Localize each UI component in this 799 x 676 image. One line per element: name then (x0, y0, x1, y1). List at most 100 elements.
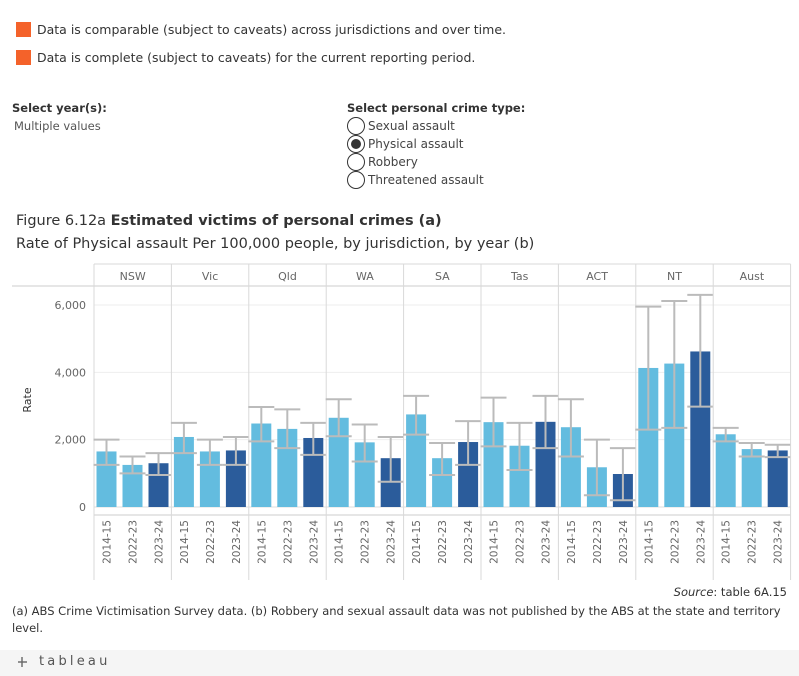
panel-header-wa: WA (356, 270, 374, 283)
error-bar-act-2022-23 (583, 438, 610, 497)
x-tick-label: 2023-24 (695, 520, 707, 564)
legend-complete-text: Data is complete (subject to caveats) fo… (37, 49, 476, 65)
x-tick-label: 2022-23 (747, 520, 759, 564)
x-tick-label: 2014-15 (334, 520, 346, 564)
x-tick-label: 2022-23 (205, 520, 217, 564)
error-bar-tas-2014-15 (480, 396, 507, 448)
y-tick-label: 0 (79, 501, 86, 514)
x-tick-label: 2022-23 (592, 520, 604, 564)
error-bar-vic-2023-24 (222, 435, 249, 466)
year-filter-value[interactable]: Multiple values (14, 119, 101, 133)
legend-comparable: Data is comparable (subject to caveats) … (16, 21, 506, 37)
radio-button-circle[interactable] (347, 171, 365, 189)
bar-tas-2022-23 (509, 445, 530, 507)
radio-button-circle[interactable] (347, 117, 365, 135)
y-tick-label: 2,000 (55, 434, 87, 447)
radio-sexual-assault[interactable]: Sexual assault (347, 117, 455, 135)
error-bar-act-2023-24 (609, 447, 636, 502)
error-bar-tas-2023-24 (532, 394, 559, 450)
panel-header-nt: NT (667, 270, 682, 283)
x-tick-label: 2022-23 (360, 520, 372, 564)
error-bar-vic-2014-15 (170, 421, 197, 455)
error-bar-nt-2014-15 (635, 305, 662, 431)
panel-header-vic: Vic (202, 270, 218, 283)
error-bar-wa-2014-15 (325, 398, 352, 438)
x-tick-label: 2022-23 (437, 520, 449, 564)
radio-label: Robbery (368, 155, 418, 169)
x-tick-label: 2014-15 (102, 520, 114, 564)
x-tick-label: 2014-15 (256, 520, 268, 564)
bar-wa-2014-15 (328, 417, 349, 507)
figure-title-text: Estimated victims of personal crimes (a) (110, 213, 442, 229)
legend-comparable-text: Data is comparable (subject to caveats) … (37, 21, 506, 37)
bar-tas-2014-15 (483, 422, 504, 507)
legend-swatch-complete (16, 49, 31, 65)
radio-threatened-assault[interactable]: Threatened assault (347, 171, 484, 189)
y-axis-label: Rate (21, 387, 34, 412)
panel-header-sa: SA (435, 270, 450, 283)
error-bar-sa-2023-24 (455, 420, 482, 466)
error-bar-tas-2022-23 (506, 421, 533, 471)
error-bar-nsw-2014-15 (93, 438, 120, 466)
x-tick-label: 2022-23 (515, 520, 527, 564)
panel-header-tas: Tas (510, 270, 529, 283)
radio-physical-assault[interactable]: Physical assault (347, 135, 463, 153)
bar-aust-2014-15 (715, 434, 736, 507)
source-label: Source (673, 585, 714, 599)
error-bar-qld-2022-23 (274, 408, 301, 450)
radio-button-circle-selected[interactable] (347, 135, 365, 153)
x-tick-label: 2022-23 (128, 520, 140, 564)
bar-vic-2014-15 (173, 436, 194, 507)
error-bar-aust-2014-15 (712, 426, 739, 443)
x-tick-label: 2014-15 (566, 520, 578, 564)
error-bar-wa-2023-24 (377, 435, 404, 483)
bar-wa-2022-23 (354, 442, 375, 507)
crime-type-filter-title: Select personal crime type: (347, 101, 526, 115)
bar-sa-2014-15 (406, 414, 427, 507)
x-tick-label: 2023-24 (618, 520, 630, 564)
legend-complete: Data is complete (subject to caveats) fo… (16, 49, 475, 65)
error-bar-qld-2023-24 (300, 421, 327, 456)
panel-header-act: ACT (586, 270, 608, 283)
bar-nt-2023-24 (690, 351, 711, 507)
radio-label: Sexual assault (368, 119, 455, 133)
bar-nt-2022-23 (664, 363, 685, 507)
x-tick-label: 2023-24 (386, 520, 398, 564)
x-tick-label: 2014-15 (643, 520, 655, 564)
x-tick-label: 2023-24 (154, 520, 166, 564)
bar-chart: 0 2,000 4,000 6,000 Rate NSW 2014-15 2022-23 202… (12, 263, 792, 580)
figure-number: Figure 6.12a (16, 213, 107, 229)
x-tick-label: 2014-15 (721, 520, 733, 564)
tableau-logo[interactable]: tableau (18, 654, 111, 669)
bar-qld-2014-15 (251, 423, 272, 507)
bar-act-2014-15 (560, 427, 581, 507)
x-tick-label: 2023-24 (231, 520, 243, 564)
error-bar-aust-2023-24 (764, 443, 791, 459)
error-bar-act-2014-15 (557, 398, 584, 458)
legend-swatch-comparable (16, 21, 31, 37)
radio-robbery[interactable]: Robbery (347, 153, 418, 171)
bar-tas-2023-24 (535, 421, 556, 507)
bar-nt-2014-15 (638, 367, 659, 507)
y-tick-label: 4,000 (55, 366, 87, 379)
error-bar-nt-2023-24 (687, 293, 714, 408)
x-tick-label: 2023-24 (308, 520, 320, 564)
error-bar-sa-2014-15 (403, 394, 430, 436)
figure-title: Figure 6.12a Estimated victims of person… (16, 213, 442, 229)
radio-label: Physical assault (368, 137, 464, 151)
radio-label: Threatened assault (368, 173, 484, 187)
radio-button-circle[interactable] (347, 153, 365, 171)
bar-sa-2022-23 (432, 458, 453, 507)
error-bar-sa-2022-23 (429, 442, 456, 477)
panel-header-qld: Qld (278, 270, 297, 283)
tableau-cross-icon (18, 656, 27, 667)
x-tick-label: 2014-15 (179, 520, 191, 564)
footer-bar (0, 650, 799, 676)
error-bar-nt-2022-23 (661, 299, 688, 429)
year-filter-title: Select year(s): (12, 101, 107, 115)
x-tick-label: 2023-24 (463, 520, 475, 564)
figure-subtitle: Rate of Physical assault Per 100,000 peo… (16, 236, 535, 252)
source-text: : table 6A.15 (713, 585, 787, 599)
error-bar-vic-2022-23 (196, 438, 223, 466)
error-bar-nsw-2023-24 (145, 452, 172, 477)
